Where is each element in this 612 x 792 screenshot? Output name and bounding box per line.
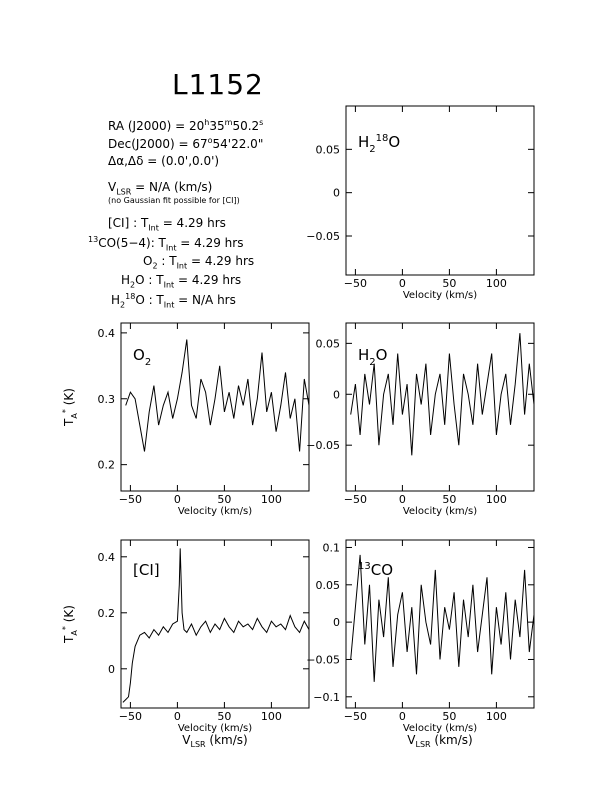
x-tick-label: 100: [486, 277, 507, 290]
y-tick-label: −0.05: [306, 439, 340, 452]
tint-ci: [CI] : TInt = 4.29 hrs: [108, 216, 226, 233]
plot-frame: [345, 322, 535, 492]
ra-line: RA (J2000) = 20h35m50.2s: [108, 118, 264, 133]
x-tick-label: 50: [442, 710, 456, 723]
x-tick-label: −50: [344, 710, 367, 723]
y-tick-label: 0: [333, 388, 340, 401]
gaussian-note: (no Gaussian fit possible for [CI]): [108, 196, 240, 205]
tint-o2: O2 : TInt = 4.29 hrs: [143, 254, 255, 271]
x-axis-label: Velocity (km/s): [403, 506, 477, 517]
x-tick-label: 0: [174, 710, 181, 723]
x-axis-label: Velocity (km/s): [178, 723, 252, 734]
x-tick-label: 100: [261, 710, 282, 723]
x-axis-label: Velocity (km/s): [403, 290, 477, 301]
x-tick-label: 100: [261, 493, 282, 506]
panel-o2: −50 0 50 100 0.4 0.3 0.2 Velocity (km/s) TA* (K)…: [61, 322, 310, 517]
x-tick-label: 50: [442, 277, 456, 290]
panel-13co: −50 0 50 100 0.1 0.05 0 −0.05 −0.1 Velocity (km/s…: [306, 539, 535, 734]
y-axis-label: TA* (K): [61, 605, 79, 644]
x-tick-label: −50: [344, 277, 367, 290]
y-tick-label: −0.05: [306, 653, 340, 666]
series-line: [350, 554, 535, 682]
y-tick-label: −0.05: [306, 230, 340, 243]
tint-13co: 13CO(5−4): TInt = 4.29 hrs: [88, 235, 244, 253]
y-tick-label: 0.3: [98, 393, 116, 406]
y-tick-label: −0.1: [313, 691, 340, 704]
source-title: L1152: [172, 68, 264, 101]
molecule-label: O2: [133, 346, 151, 368]
molecule-label: H2O: [358, 346, 387, 368]
x-tick-label: 100: [486, 710, 507, 723]
plot-frame: [120, 322, 310, 492]
panel-h2o: −50 0 50 100 0.05 0 −0.05 Velocity (km/s) H2O: [306, 322, 535, 517]
x-tick-label: 50: [217, 493, 231, 506]
y-tick-label: 0: [333, 616, 340, 629]
x-tick-label: 50: [217, 710, 231, 723]
y-tick-label: 0.05: [316, 337, 341, 350]
y-tick-label: 0.05: [316, 579, 341, 592]
series-line: [350, 333, 535, 456]
x-tick-label: −50: [119, 493, 142, 506]
x-tick-label: 50: [442, 493, 456, 506]
x-tick-label: 0: [399, 277, 406, 290]
molecule-label: 13CO: [358, 561, 393, 579]
plot-frame: [345, 539, 535, 709]
x-tick-label: −50: [119, 710, 142, 723]
vlsr-line: VLSR = N/A (km/s): [108, 180, 213, 197]
tint-h2o: H2O : TInt = 4.29 hrs: [121, 273, 242, 290]
x-tick-label: 0: [399, 710, 406, 723]
vlsr-axis-label: VLSR (km/s): [407, 733, 472, 749]
y-tick-label: 0.2: [98, 459, 116, 472]
x-tick-label: 100: [486, 493, 507, 506]
offset-line: Δα,Δδ = (0.0',0.0'): [108, 154, 220, 168]
panel-h2-18o: −50 0 50 100 0.05 0 −0.05 Velocity (km/s) H218O: [306, 105, 535, 301]
x-tick-label: −50: [344, 493, 367, 506]
x-axis-label: Velocity (km/s): [178, 506, 252, 517]
y-tick-label: 0.2: [98, 607, 116, 620]
vlsr-axis-label: VLSR (km/s): [182, 733, 247, 749]
tint-h218o: H218O : TInt = N/A hrs: [111, 292, 236, 310]
y-tick-label: 0.1: [323, 541, 341, 554]
molecule-label: H218O: [358, 133, 400, 155]
x-tick-label: 0: [174, 493, 181, 506]
x-axis-label: Velocity (km/s): [403, 723, 477, 734]
x-tick-label: 0: [399, 493, 406, 506]
series-line: [125, 339, 310, 452]
plot-frame: [345, 105, 535, 276]
y-axis-label: TA* (K): [61, 388, 79, 427]
plot-frame: [120, 539, 310, 709]
y-tick-label: 0: [108, 663, 115, 676]
dec-line: Dec(J2000) = 67o54'22.0": [108, 136, 264, 151]
y-tick-label: 0: [333, 187, 340, 200]
y-tick-label: 0.4: [98, 551, 116, 564]
series-line: [122, 548, 310, 703]
molecule-label: [CI]: [133, 561, 160, 579]
y-tick-label: 0.4: [98, 327, 116, 340]
y-tick-label: 0.05: [316, 143, 341, 156]
